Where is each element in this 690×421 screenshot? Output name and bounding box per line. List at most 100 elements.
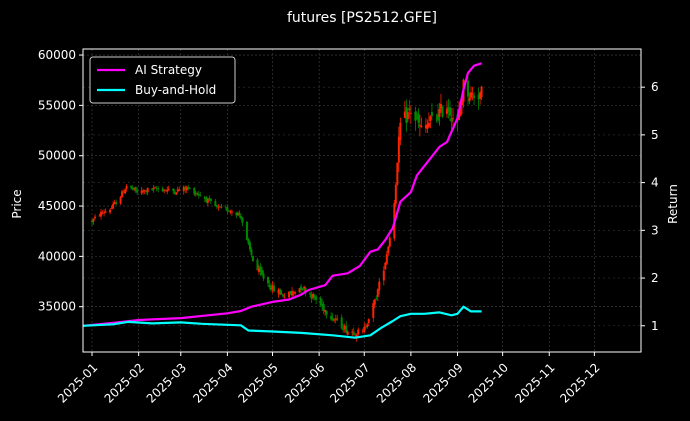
candle-body	[334, 318, 337, 321]
candle-body	[447, 107, 450, 112]
candle-body	[206, 198, 209, 203]
candle-body	[140, 190, 143, 194]
candle-body	[430, 112, 433, 117]
candle-body	[467, 80, 470, 97]
x-tick-label: 2025-07	[327, 360, 372, 405]
candle-body	[157, 188, 160, 190]
legend-box	[89, 56, 236, 104]
y-right-tick-label: 3	[651, 223, 659, 237]
candle-body	[396, 162, 399, 185]
candle-body	[142, 191, 145, 192]
candle-body	[436, 114, 439, 121]
candle-body	[185, 186, 188, 191]
candle-body	[224, 207, 227, 209]
candle-body	[193, 187, 196, 195]
candle-body	[330, 315, 333, 320]
candle-body	[130, 185, 133, 188]
candle-body	[424, 124, 427, 129]
y-left-tick-label: 45000	[38, 199, 76, 213]
candle-body	[220, 206, 223, 208]
candle-body	[257, 268, 260, 272]
x-tick-label: 2025-11	[512, 360, 557, 405]
candle-body	[477, 94, 480, 100]
y-right-tick-label: 6	[651, 80, 659, 94]
candle-body	[266, 276, 269, 284]
candle-body	[418, 124, 421, 127]
candle-body	[184, 187, 187, 190]
candle-body	[250, 249, 253, 255]
candle-body	[112, 204, 115, 209]
x-tick-label: 2025-09	[420, 360, 465, 405]
candle-body	[479, 92, 482, 99]
candle-body	[294, 292, 297, 294]
candle-body	[450, 118, 453, 122]
y-left-tick-label: 35000	[38, 300, 76, 314]
candle-body	[163, 189, 166, 191]
y-right-tick-label: 2	[651, 271, 659, 285]
candle-body	[415, 116, 418, 119]
candle-body	[375, 298, 378, 300]
candle-body	[427, 122, 430, 128]
candle-body	[406, 112, 409, 120]
candlesticks	[91, 76, 483, 342]
candle-body	[292, 291, 295, 293]
candle-body	[277, 289, 280, 294]
candle-body	[271, 285, 274, 290]
candle-body	[480, 86, 483, 98]
candle-body	[445, 108, 448, 114]
candle-body	[289, 290, 292, 295]
candle-body	[366, 324, 369, 328]
candle-body	[173, 191, 176, 194]
candle-body	[451, 118, 454, 120]
candle-body	[164, 190, 167, 192]
candle-body	[115, 202, 118, 205]
x-tick-label: 2025-02	[102, 360, 147, 405]
candle-body	[172, 188, 175, 191]
candle-body	[166, 189, 169, 192]
candle-body	[100, 211, 103, 217]
candle-body	[342, 328, 345, 331]
candle-body	[155, 188, 158, 189]
candle-body	[203, 197, 206, 199]
x-tick-label: 2025-05	[235, 360, 280, 405]
candle-body	[182, 186, 185, 192]
chart-title: futures [PS2512.GFE]	[287, 10, 437, 26]
candle-body	[409, 112, 412, 114]
y-left-axis-label: Price	[10, 189, 24, 218]
candle-body	[134, 186, 137, 191]
candle-body	[300, 286, 303, 290]
candle-body	[238, 212, 241, 216]
candle-body	[403, 111, 406, 119]
candle-body	[280, 293, 283, 295]
candle-body	[226, 207, 229, 212]
y-right-tick-label: 5	[651, 128, 659, 142]
candle-body	[351, 331, 354, 333]
candle-body	[408, 107, 411, 111]
candle-body	[241, 217, 244, 223]
candle-body	[236, 213, 239, 216]
candle-body	[146, 188, 149, 193]
x-tick-label: 2025-08	[374, 360, 419, 405]
candle-body	[247, 239, 250, 244]
candle-body	[283, 297, 286, 299]
candle-body	[397, 136, 400, 163]
candle-body	[343, 325, 346, 329]
candle-body	[325, 310, 328, 315]
candle-body	[340, 317, 343, 329]
candle-body	[291, 291, 294, 296]
candle-body	[385, 254, 388, 264]
candle-body	[154, 187, 157, 189]
candle-body	[209, 199, 212, 202]
candle-body	[417, 113, 420, 123]
candle-body	[470, 92, 473, 98]
candle-body	[145, 191, 148, 193]
candle-body	[268, 284, 271, 288]
candle-body	[175, 192, 178, 195]
candle-body	[143, 189, 146, 191]
candle-body	[91, 220, 94, 223]
candle-body	[259, 266, 262, 272]
x-tick-label: 2025-06	[282, 360, 327, 405]
candle-body	[98, 215, 101, 217]
